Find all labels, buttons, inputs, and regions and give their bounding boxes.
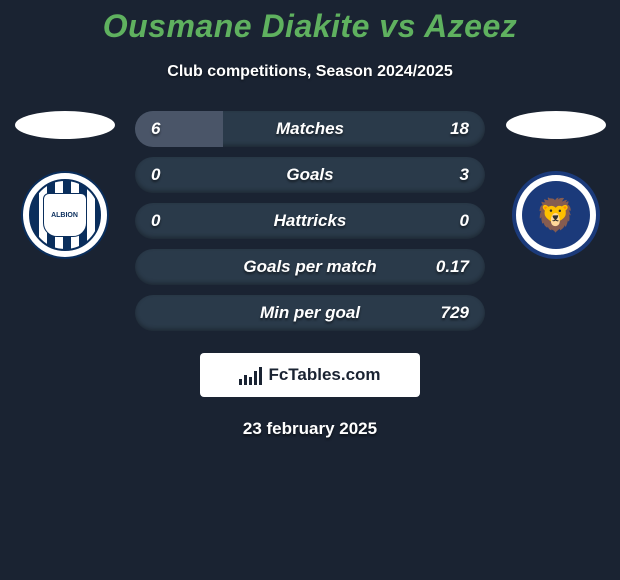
stat-left-value: 0 bbox=[151, 211, 160, 231]
stat-bar: Min per goal729 bbox=[135, 295, 485, 331]
badge-left-stripes: ALBION bbox=[29, 179, 101, 251]
team-badge-left: ALBION bbox=[21, 171, 109, 259]
stat-right-value: 0.17 bbox=[436, 257, 469, 277]
subtitle: Club competitions, Season 2024/2025 bbox=[0, 63, 620, 81]
player-ellipse-right bbox=[506, 111, 606, 139]
stat-right-value: 729 bbox=[441, 303, 469, 323]
team-badge-right: 🦁 bbox=[512, 171, 600, 259]
stat-fill-left bbox=[135, 111, 223, 147]
page-title: Ousmane Diakite vs Azeez bbox=[0, 8, 620, 45]
comparison-card: Ousmane Diakite vs Azeez Club competitio… bbox=[0, 0, 620, 439]
stat-bar: Goals per match0.17 bbox=[135, 249, 485, 285]
source-logo: FcTables.com bbox=[200, 353, 420, 397]
right-column: 🦁 bbox=[503, 111, 608, 259]
stat-label: Goals per match bbox=[135, 257, 485, 277]
stat-label: Hattricks bbox=[135, 211, 485, 231]
date-text: 23 february 2025 bbox=[0, 419, 620, 439]
player-ellipse-left bbox=[15, 111, 115, 139]
left-column: ALBION bbox=[12, 111, 117, 259]
stat-left-value: 6 bbox=[151, 119, 160, 139]
badge-left-shield: ALBION bbox=[43, 193, 87, 237]
stat-label: Min per goal bbox=[135, 303, 485, 323]
stat-bar: 6Matches18 bbox=[135, 111, 485, 147]
stat-right-value: 3 bbox=[460, 165, 469, 185]
main-row: ALBION 6Matches180Goals30Hattricks0Goals… bbox=[0, 111, 620, 331]
stat-right-value: 18 bbox=[450, 119, 469, 139]
stats-column: 6Matches180Goals30Hattricks0Goals per ma… bbox=[135, 111, 485, 331]
logo-text: FcTables.com bbox=[268, 365, 380, 385]
stat-right-value: 0 bbox=[460, 211, 469, 231]
stat-label: Goals bbox=[135, 165, 485, 185]
stat-left-value: 0 bbox=[151, 165, 160, 185]
chart-icon bbox=[239, 365, 262, 385]
badge-right-lion: 🦁 bbox=[522, 181, 590, 249]
stat-bar: 0Goals3 bbox=[135, 157, 485, 193]
stat-bar: 0Hattricks0 bbox=[135, 203, 485, 239]
